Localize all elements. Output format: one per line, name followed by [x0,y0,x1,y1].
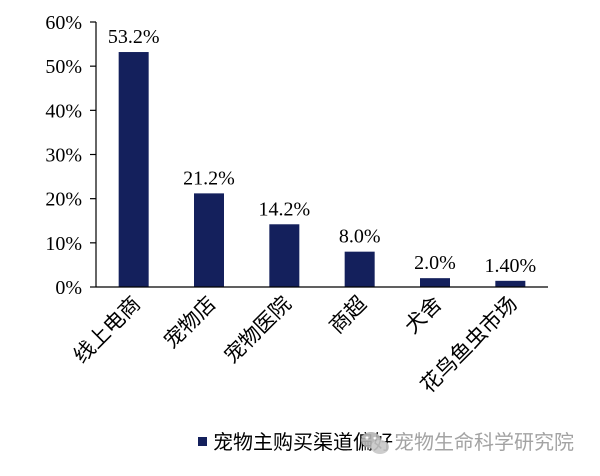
x-category-label: 犬舍 [400,292,447,339]
y-tick-label: 50% [45,56,82,78]
wechat-icon [361,432,389,454]
y-tick-label: 40% [45,100,82,122]
watermark-text: 宠物生命科学研究院 [394,430,574,454]
bar [420,278,450,287]
y-axis-ticks: 0% 10% 20% 30% 40% 50% 60% [45,12,96,299]
watermark: 宠物生命科学研究院 [361,430,574,454]
y-tick-label: 20% [45,189,82,211]
bar [269,224,300,287]
legend-swatch [198,437,207,446]
y-tick-label: 60% [45,12,82,34]
x-category-label: 宠物店 [159,292,221,354]
y-tick-label: 30% [45,145,82,167]
y-tick-label: 10% [45,233,82,255]
data-label: 8.0% [339,226,381,248]
bar [118,52,149,288]
y-tick-label: 0% [55,277,82,299]
data-label: 14.2% [258,198,310,220]
bar-series [118,52,526,288]
data-label: 1.40% [484,255,536,277]
bar [344,251,375,287]
x-category-label: 线上电商 [69,292,145,368]
x-category-label: 宠物医院 [220,292,296,368]
bar [194,193,224,287]
data-label: 53.2% [108,26,160,48]
x-category-label: 商超 [325,292,372,339]
data-label: 21.2% [183,167,235,189]
data-label: 2.0% [414,252,456,274]
data-labels: 53.2% 21.2% 14.2% 8.0% 2.0% 1.40% [108,26,536,277]
bar [495,280,526,287]
